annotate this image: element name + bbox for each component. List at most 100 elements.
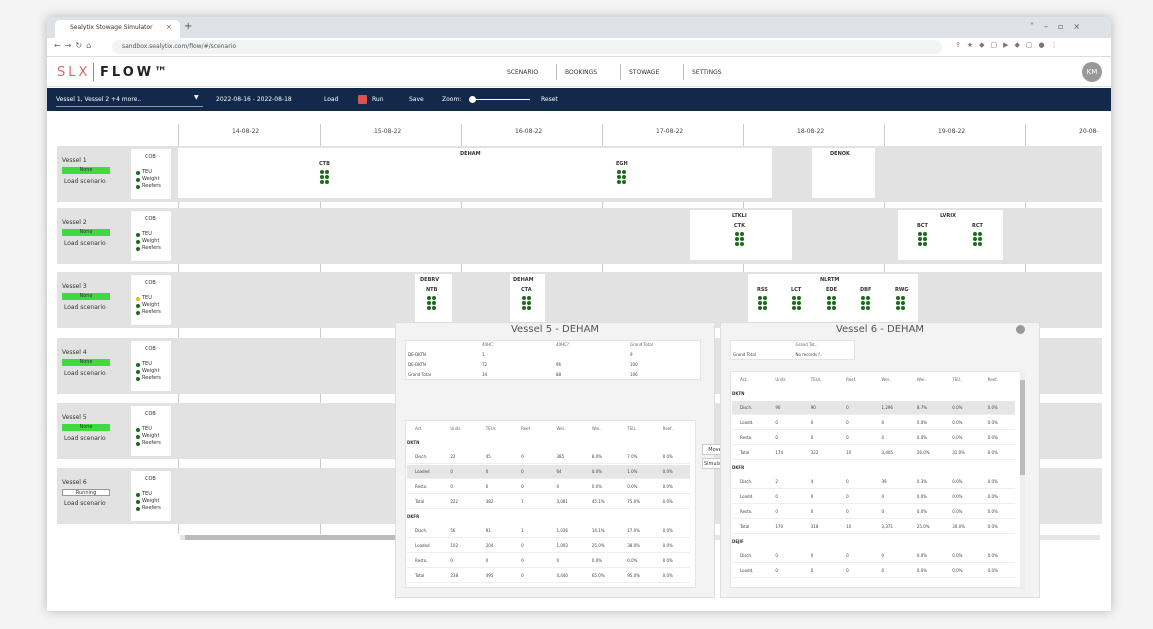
load-scenario[interactable]: Load scenario: [64, 435, 106, 442]
column-header: Wei..: [591, 426, 602, 431]
legend-dot: [136, 442, 140, 446]
table-cell: 0.0%: [662, 573, 673, 578]
row-line: [732, 503, 1015, 504]
dropdown-caret[interactable]: ▼: [194, 94, 199, 101]
nav-item[interactable]: SETTINGS: [692, 69, 722, 76]
avatar[interactable]: KM: [1082, 62, 1102, 82]
table-cell: 0.0%: [916, 420, 928, 425]
group-row[interactable]: DKFR: [407, 514, 420, 519]
nav-item[interactable]: STOWAGE: [629, 69, 660, 76]
table-cell: 10: [846, 524, 852, 529]
terminal-dot: [758, 306, 762, 310]
table-cell: 0.0%: [987, 435, 998, 440]
cob-title: COB: [145, 216, 156, 222]
table-cell: 0.3%: [916, 479, 928, 484]
row-line: [407, 582, 690, 583]
terminal-code[interactable]: CTA: [521, 287, 532, 293]
load-scenario[interactable]: Load scenario: [64, 240, 106, 247]
legend-label: Reefers: [142, 375, 161, 381]
terminal-dot: [527, 296, 531, 300]
table-cell: 0: [881, 553, 885, 558]
h-scroll-thumb[interactable]: [185, 535, 535, 540]
terminal-dot: [918, 242, 922, 246]
legend-dot: [136, 363, 140, 367]
terminal-code[interactable]: RWG: [895, 287, 909, 293]
legend-dot: [136, 185, 140, 189]
v-scrollbar: [1020, 372, 1025, 592]
nav-item[interactable]: SCENARIO: [507, 69, 539, 76]
save-button[interactable]: Save: [409, 96, 424, 103]
load-scenario[interactable]: Load scenario: [64, 304, 106, 311]
terminal-code[interactable]: EDE: [826, 287, 837, 293]
terminal-code[interactable]: RSS: [757, 287, 768, 293]
zoom-handle[interactable]: [469, 96, 476, 103]
load-scenario[interactable]: Load scenario: [64, 370, 106, 377]
group-row[interactable]: DKTN: [732, 391, 745, 396]
table-cell: 222: [450, 499, 459, 504]
terminal-dot: [325, 170, 329, 174]
date-label: 19-08-22: [938, 128, 966, 135]
row-line: [407, 567, 690, 568]
terminal-dot: [797, 296, 801, 300]
group-row[interactable]: DKTN: [407, 440, 420, 445]
column-header: Wei..: [556, 426, 567, 431]
row-line: [732, 562, 1015, 563]
terminal-dot: [923, 242, 927, 246]
summary-cell: 88: [556, 372, 562, 377]
table-cell: 1: [521, 528, 524, 533]
close-icon[interactable]: [1016, 325, 1025, 334]
reset-button[interactable]: Reset: [541, 96, 558, 103]
tab-close[interactable]: ×: [166, 23, 172, 31]
table-cell: 0: [810, 509, 814, 514]
terminal-code[interactable]: EGH: [616, 161, 628, 167]
table-cell: 204: [485, 543, 494, 548]
summary-cell: 106: [630, 372, 638, 377]
cob-title: COB: [145, 346, 156, 352]
load-button[interactable]: Load: [324, 96, 339, 103]
legend-label: Reefers: [142, 440, 161, 446]
summary-header: Grand Tot..: [795, 342, 818, 347]
load-scenario[interactable]: Load scenario: [64, 500, 106, 507]
table-cell: 0: [556, 558, 560, 563]
nav-sep: [683, 64, 684, 80]
terminal-dot: [978, 232, 982, 236]
terminal-code[interactable]: RCT: [972, 223, 983, 229]
terminal-dot: [978, 242, 982, 246]
new-tab[interactable]: +: [184, 21, 193, 32]
table-cell: 25.0%: [916, 524, 930, 529]
terminal-code[interactable]: CTB: [319, 161, 330, 167]
table-cell: 0.0%: [662, 558, 673, 563]
terminal-code[interactable]: DBF: [860, 287, 872, 293]
legend-dot: [136, 240, 140, 244]
terminal-dot: [325, 180, 329, 184]
terminal-code[interactable]: CTK: [734, 223, 745, 229]
status-badge: None: [62, 359, 110, 366]
date-range[interactable]: 2022-08-16 - 2022-08-18: [216, 96, 292, 103]
summary-cell: 100: [630, 362, 638, 367]
group-row[interactable]: DEJIF: [732, 539, 744, 544]
v-scroll-thumb[interactable]: [1020, 380, 1025, 475]
terminal-code[interactable]: LCT: [791, 287, 802, 293]
vessel-select[interactable]: Vessel 1, Vessel 2 +4 more..: [56, 96, 142, 103]
terminal-dot: [973, 232, 977, 236]
nav-item[interactable]: BOOKINGS: [565, 69, 598, 76]
zoom-label[interactable]: Zoom:: [442, 96, 462, 103]
group-row[interactable]: DKFR: [732, 465, 745, 470]
terminal-dot: [918, 232, 922, 236]
terminal-dot: [320, 180, 324, 184]
terminal-code[interactable]: BCT: [917, 223, 928, 229]
terminal-dot: [527, 301, 531, 305]
table-cell: 8.0%: [591, 454, 603, 459]
load-scenario[interactable]: Load scenario: [64, 178, 106, 185]
table-cell: 0.0%: [987, 568, 998, 573]
nav-icons: ←→↻⌂: [54, 41, 96, 50]
terminal-code[interactable]: NTB: [426, 287, 438, 293]
terminal-dot: [432, 306, 436, 310]
run-label[interactable]: Run: [372, 96, 384, 103]
table-cell: 0.0%: [987, 494, 998, 499]
table-cell: 0: [521, 454, 524, 459]
terminal-dot: [901, 301, 905, 305]
address-bar[interactable]: [112, 40, 942, 54]
run-checkbox[interactable]: [358, 95, 367, 104]
